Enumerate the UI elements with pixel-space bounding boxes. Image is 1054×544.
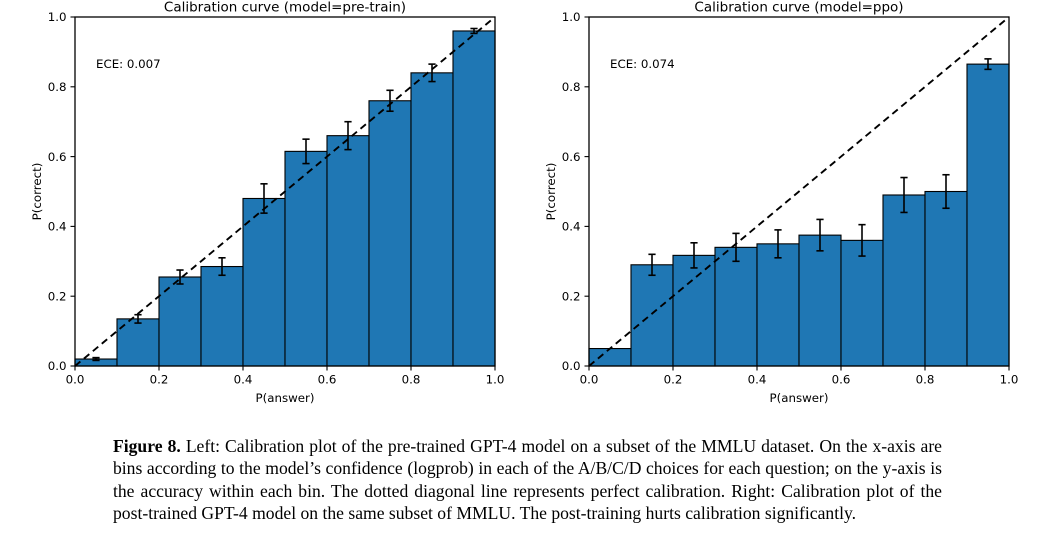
y-tick-label: 1.0 — [562, 10, 581, 24]
calibration-chart-ppo: 0.0 0.2 0.4 0.6 0.8 1.0 0.0 0.2 0.4 0.6 0.8 1.0 Cali… — [544, 0, 1019, 405]
histogram-bar — [672, 254, 716, 367]
histogram-bar — [452, 30, 496, 367]
chart-title: Calibration curve (model=ppo) — [694, 0, 903, 16]
y-tick-label: 0.8 — [48, 80, 67, 94]
x-tick-label: 0.2 — [150, 373, 169, 387]
x-tick-label: 0.4 — [748, 373, 767, 387]
x-tick-label: 0.8 — [402, 373, 421, 387]
x-tick-label: 0.0 — [580, 373, 599, 387]
y-tick-label: 0.0 — [48, 359, 67, 373]
histogram-bar — [924, 190, 968, 367]
ece-annotation: ECE: 0.007 — [96, 57, 161, 71]
histogram-bar — [882, 194, 926, 367]
y-axis-label: P(correct) — [30, 163, 44, 221]
calibration-chart-pretrain: 0.0 0.2 0.4 0.6 0.8 1.0 0.0 0.2 0.4 0.6 0.8 1.0 Cali… — [30, 0, 505, 405]
histogram-bar — [410, 72, 454, 367]
figure-caption-text: Left: Calibration plot of the pre-traine… — [113, 435, 942, 524]
x-axis-label: P(answer) — [256, 391, 315, 405]
plot-border — [74, 16, 496, 367]
x-tick-label: 0.8 — [916, 373, 935, 387]
y-axis-label: P(correct) — [544, 163, 558, 221]
y-tick-label: 0.2 — [48, 289, 67, 303]
histogram-bar — [630, 264, 674, 367]
perfect-calibration-line — [588, 16, 1010, 367]
y-tick-label: 0.6 — [48, 150, 67, 164]
chart-title: Calibration curve (model=pre-train) — [164, 0, 406, 16]
x-tick-label: 0.6 — [318, 373, 337, 387]
ece-annotation: ECE: 0.074 — [610, 57, 675, 71]
figure-caption: Figure 8. Left: Calibration plot of the … — [113, 435, 942, 525]
x-tick-label: 0.0 — [66, 373, 85, 387]
x-tick-label: 1.0 — [1000, 373, 1019, 387]
x-tick-label: 0.4 — [234, 373, 253, 387]
histogram-bar — [242, 197, 286, 367]
figure-caption-label: Figure 8. — [113, 435, 181, 456]
histogram-bar — [588, 347, 632, 367]
histogram-bar — [714, 246, 758, 367]
y-tick-label: 0.6 — [562, 150, 581, 164]
histogram-bar — [840, 239, 884, 367]
x-tick-label: 0.6 — [832, 373, 851, 387]
y-tick-label: 0.4 — [562, 220, 581, 234]
x-axis-label: P(answer) — [770, 391, 829, 405]
y-tick-label: 1.0 — [48, 10, 67, 24]
histogram-bar — [326, 135, 370, 367]
plot-border — [588, 16, 1010, 367]
histogram-bar — [368, 100, 412, 367]
histogram-bar — [284, 150, 328, 367]
y-tick-label: 0.2 — [562, 289, 581, 303]
y-tick-label: 0.0 — [562, 359, 581, 373]
perfect-calibration-line — [74, 16, 496, 367]
x-tick-label: 1.0 — [486, 373, 505, 387]
histogram-bar — [798, 234, 842, 367]
histogram-bar — [200, 265, 244, 367]
y-tick-label: 0.8 — [562, 80, 581, 94]
x-tick-label: 0.2 — [664, 373, 683, 387]
histogram-bar — [756, 243, 800, 367]
histogram-bar — [966, 63, 1010, 367]
charts-row: 0.0 0.2 0.4 0.6 0.8 1.0 0.0 0.2 0.4 0.6 0.8 1.0 Cali… — [30, 0, 1019, 405]
y-tick-label: 0.4 — [48, 220, 67, 234]
